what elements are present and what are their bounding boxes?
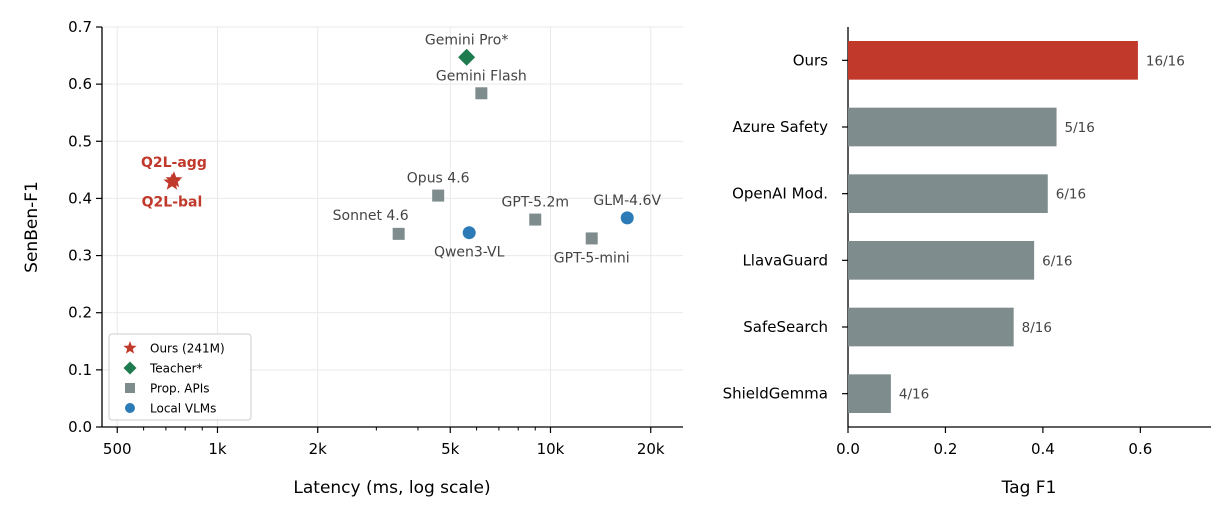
scatter-x-axis-label: Latency (ms, log scale) bbox=[293, 478, 490, 498]
bar-category-label-openai-mod: OpenAI Mod. bbox=[732, 185, 828, 203]
scatter-x-tick-label-0: 500 bbox=[103, 440, 132, 458]
scatter-point-label-q2l-agg: Q2L-agg bbox=[141, 155, 207, 171]
scatter-y-axis-label: SenBen-F1 bbox=[22, 181, 42, 273]
bar-series: 16/16 5/16 6/16 6/16 8/16 4/16 bbox=[848, 41, 1185, 413]
scatter-x-tick-label-5: 20k bbox=[637, 440, 665, 458]
scatter-point-label-q2l-bal: Q2L-bal bbox=[142, 194, 203, 210]
scatter-legend-box bbox=[108, 333, 252, 421]
scatter-x-tick-label-1: 1k bbox=[208, 440, 227, 458]
bar-llavaguard bbox=[848, 241, 1035, 280]
bar-value-label-llavaguard: 6/16 bbox=[1042, 253, 1072, 269]
scatter-point-gpt-5-2m bbox=[529, 213, 542, 226]
scatter-point-q2l-bal bbox=[163, 173, 181, 190]
scatter-y-tick-label-2: 0.2 bbox=[68, 304, 92, 322]
scatter-x-tick-label-4: 10k bbox=[537, 440, 565, 458]
bar-value-label-safesearch: 8/16 bbox=[1022, 320, 1052, 336]
bar-openai-mod bbox=[848, 174, 1048, 213]
scatter-point-opus-4-6 bbox=[432, 189, 445, 202]
scatter-legend-label-teacher: Teacher* bbox=[149, 362, 203, 376]
bar-category-label-llavaguard: LlavaGuard bbox=[742, 251, 828, 269]
bar-x-tick-label-1: 0.2 bbox=[934, 440, 958, 458]
scatter-y-tick-label-4: 0.4 bbox=[68, 189, 92, 207]
scatter-point-label-qwen3-vl: Qwen3-VL bbox=[434, 245, 505, 261]
scatter-y-tick-label-7: 0.7 bbox=[68, 18, 92, 36]
tag-f1-bar-chart: 16/16 5/16 6/16 6/16 8/16 4/16 Ours Azure Safe… bbox=[723, 27, 1211, 498]
scatter-x-tick-label-2: 2k bbox=[309, 440, 328, 458]
scatter-point-label-glm-4-6v: GLM-4.6V bbox=[593, 193, 661, 209]
bar-ticks: Ours Azure Safety OpenAI Mod. LlavaGuard Saf… bbox=[723, 51, 1153, 458]
scatter-point-label-gemini-flash: Gemini Flash bbox=[436, 68, 527, 84]
scatter-point-qwen3-vl bbox=[462, 226, 476, 240]
bar-category-label-shieldgemma: ShieldGemma bbox=[723, 385, 828, 403]
scatter-y-tick-label-1: 0.1 bbox=[68, 361, 92, 379]
scatter-legend-label-prop_apis: Prop. APIs bbox=[150, 382, 210, 396]
scatter-legend-marker-local_vlms bbox=[125, 403, 135, 413]
scatter-points bbox=[163, 48, 634, 245]
scatter-y-tick-label-3: 0.3 bbox=[68, 247, 92, 265]
scatter-ticks: 500 1k 2k 5k 10k 20k 0.0 0.1 0.2 0.3 0.4 0.5 0.6 0.7 bbox=[68, 18, 665, 458]
bar-safesearch bbox=[848, 307, 1014, 347]
scatter-point-sonnet-4-6 bbox=[392, 227, 405, 240]
scatter-point-glm-4-6v bbox=[620, 211, 634, 225]
scatter-point-label-sonnet-4-6: Sonnet 4.6 bbox=[333, 208, 409, 224]
scatter-legend-marker-prop_apis bbox=[125, 383, 135, 393]
scatter-point-gpt-5-mini bbox=[585, 232, 598, 245]
scatter-point-label-gpt-5-mini: GPT-5-mini bbox=[554, 250, 630, 266]
bar-value-label-ours: 16/16 bbox=[1146, 53, 1185, 69]
scatter-legend: Ours (241M) Teacher* Prop. APIs Local VLMs bbox=[108, 333, 252, 421]
scatter-y-tick-label-0: 0.0 bbox=[68, 418, 92, 436]
bar-category-label-azure-safety: Azure Safety bbox=[733, 118, 829, 136]
bar-azure-safety bbox=[848, 107, 1057, 147]
scatter-legend-label-local_vlms: Local VLMs bbox=[150, 402, 216, 416]
bar-x-tick-label-3: 0.6 bbox=[1128, 440, 1152, 458]
scatter-legend-marker-ours bbox=[123, 341, 137, 354]
scatter-legend-marker-teacher bbox=[123, 361, 137, 375]
bar-ours bbox=[848, 41, 1138, 80]
scatter-grid bbox=[102, 26, 683, 428]
scatter-point-label-gemini-pro: Gemini Pro* bbox=[425, 32, 508, 48]
scatter-legend-label-ours: Ours (241M) bbox=[150, 342, 225, 356]
bar-value-label-shieldgemma: 4/16 bbox=[899, 387, 929, 403]
bar-x-axis-label: Tag F1 bbox=[1001, 478, 1057, 498]
scatter-point-gemini-flash bbox=[475, 87, 488, 100]
bar-value-label-azure-safety: 5/16 bbox=[1065, 120, 1095, 136]
latency-vs-senben-scatter: 500 1k 2k 5k 10k 20k0.00.10.20.30.40.50.60.7 … bbox=[22, 18, 683, 498]
scatter-y-tick-label-6: 0.6 bbox=[68, 75, 92, 93]
scatter-axes bbox=[101, 27, 683, 428]
scatter-point-labels: Q2L-agg Q2L-bal Gemini Pro* Gemini Flash Opu… bbox=[141, 32, 661, 266]
bar-category-label-ours: Ours bbox=[793, 51, 828, 69]
scatter-point-label-gpt-5-2m: GPT-5.2m bbox=[501, 195, 569, 211]
bar-x-tick-label-2: 0.4 bbox=[1031, 440, 1055, 458]
bar-shieldgemma bbox=[848, 374, 891, 413]
scatter-point-gemini-pro bbox=[458, 48, 476, 66]
bar-value-label-openai-mod: 6/16 bbox=[1056, 187, 1086, 203]
bar-category-label-safesearch: SafeSearch bbox=[743, 318, 828, 336]
bar-x-tick-label-0: 0.0 bbox=[836, 440, 860, 458]
bar-axes bbox=[847, 27, 1211, 428]
scatter-y-tick-label-5: 0.5 bbox=[68, 132, 92, 150]
scatter-x-tick-label-3: 5k bbox=[441, 440, 460, 458]
scatter-point-label-opus-4-6: Opus 4.6 bbox=[407, 171, 470, 187]
